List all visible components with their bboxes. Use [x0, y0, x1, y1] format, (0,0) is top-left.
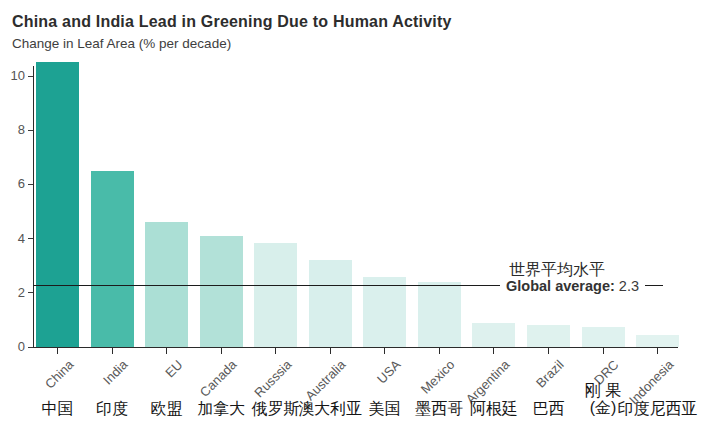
x-axis-tick [112, 348, 113, 354]
y-axis-tick [28, 130, 33, 131]
x-axis-tick [57, 348, 58, 354]
x-axis-tick [330, 348, 331, 354]
x-axis-tick [275, 348, 276, 354]
y-axis-tick [28, 292, 33, 293]
x-axis-tick [221, 348, 222, 354]
bar-usa [363, 277, 406, 347]
x-axis-tick [493, 348, 494, 354]
y-axis-tick-label: 8 [0, 122, 25, 138]
bar-canada [200, 236, 243, 347]
y-axis-tick [28, 184, 33, 185]
bar-russsia [254, 243, 297, 347]
y-axis-tick [28, 76, 33, 77]
x-axis-line [33, 347, 678, 348]
plot-area: 世界平均水平 Global average: 2.3 0246810China中… [0, 0, 701, 439]
global-average-value: 2.3 [619, 278, 639, 294]
x-axis-tick [439, 348, 440, 354]
y-axis-line [33, 66, 34, 348]
y-axis-tick [28, 238, 33, 239]
bar-australia [309, 260, 352, 347]
x-axis-tick [548, 348, 549, 354]
x-axis-tick [384, 348, 385, 354]
x-axis-tick [166, 348, 167, 354]
bar-argentina [472, 323, 515, 347]
x-axis-tick [657, 348, 658, 354]
bar-indonesia [636, 335, 679, 347]
bar-india [91, 171, 134, 347]
y-axis-tick-label: 6 [0, 176, 25, 192]
bar-china [36, 62, 79, 347]
global-average-label-en-text: Global average: [506, 278, 615, 294]
bar-mexico [418, 282, 461, 347]
x-label-cn-indonesia: 印度尼西亚 [603, 399, 701, 420]
x-axis-tick [603, 348, 604, 354]
y-axis-tick-label: 2 [0, 285, 25, 301]
global-average-label-en: Global average: 2.3 [500, 278, 645, 294]
y-axis-tick-label: 4 [0, 231, 25, 247]
y-axis-tick-label: 0 [0, 339, 25, 355]
chart-canvas: China and India Lead in Greening Due to … [0, 0, 701, 439]
bar-drc [582, 327, 625, 347]
y-axis-tick [28, 347, 33, 348]
bar-brazil [527, 325, 570, 347]
y-axis-tick-label: 10 [0, 68, 25, 84]
